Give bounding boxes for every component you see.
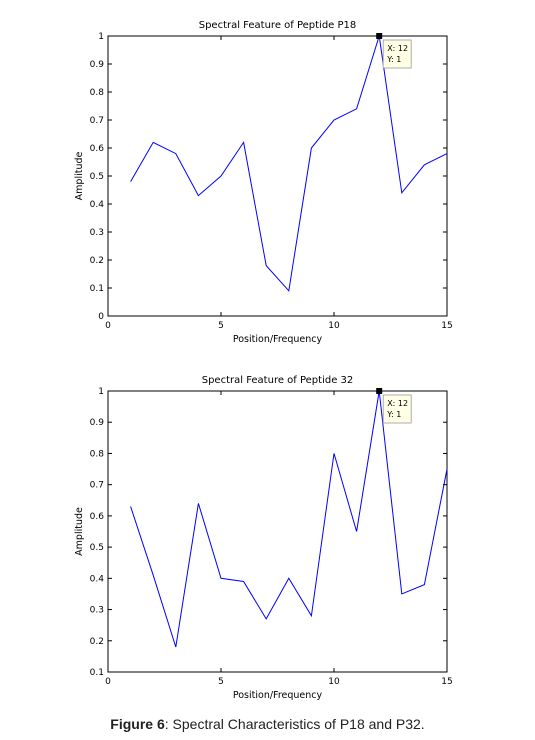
data-point [288,290,290,292]
datatip-x-text: X: 12 [387,44,408,53]
y-axis-label: Amplitude [74,152,85,201]
y-tick-label: 0.6 [90,512,105,522]
y-tick-label: 1 [98,32,104,42]
data-point [288,577,290,579]
x-tick-label: 0 [105,677,111,687]
y-tick-label: 0.8 [90,88,105,98]
y-tick-label: 0.1 [90,668,104,678]
y-tick-label: 1 [98,387,104,397]
y-tick-label: 0.5 [90,543,104,553]
chart-2: Spectral Feature of Peptide 32 0 5 10 15 0.1 0… [74,375,453,701]
data-point [197,502,199,504]
data-point [446,468,448,470]
y-tick-label: 0.7 [90,481,104,491]
data-point [220,577,222,579]
datatip-box [382,39,412,69]
y-tick-label: 0.4 [90,200,105,210]
data-point [152,574,154,576]
plot-area [107,35,448,317]
data-point [242,141,244,143]
x-tick-label: 10 [328,677,340,687]
x-tick-label: 10 [328,321,340,331]
y-tick-label: 0.5 [90,172,104,182]
chart-title: Spectral Feature of Peptide 32 [202,375,354,386]
y-tick-label: 0.3 [90,228,104,238]
chart-title: Spectral Feature of Peptide P18 [199,20,357,31]
y-tick-label: 0.4 [90,574,105,584]
data-point [220,175,222,177]
y-tick-label: 0.2 [90,637,104,647]
x-tick-label: 15 [441,321,452,331]
data-point [423,583,425,585]
x-tick-label: 5 [218,677,224,687]
data-point [423,164,425,166]
y-tick-label: 0.1 [90,284,104,294]
x-tick-label: 5 [218,321,224,331]
chart-1: Spectral Feature of Peptide P18 0 5 10 15 0 0.… [74,20,453,345]
datatip-y-text: Y: 1 [386,55,401,64]
datatip-y-text: Y: 1 [386,410,401,419]
y-tick-label: 0.3 [90,606,104,616]
data-point [265,264,267,266]
datatip-marker [376,33,383,39]
data-point [129,180,131,182]
data-point [197,194,199,196]
y-tick-label: 0 [98,312,104,322]
datatip-marker [376,388,383,394]
y-tick-label: 0.9 [90,60,105,70]
x-axis-label: Position/Frequency [233,690,323,701]
caption-label: Figure 6 [110,716,165,732]
data-point [310,147,312,149]
data-point [129,505,131,507]
data-point [265,618,267,620]
data-point [333,452,335,454]
data-point [310,615,312,617]
data-point [401,192,403,194]
data-point [355,530,357,532]
series-line [130,35,448,292]
plot-area [107,390,448,673]
data-point [446,152,448,154]
series-line [130,390,448,648]
y-tick-label: 0.6 [90,144,105,154]
y-tick-label: 0.7 [90,116,104,126]
data-point [355,108,357,110]
caption-text: : Spectral Characteristics of P18 and P3… [164,716,425,732]
data-point [175,646,177,648]
x-tick-label: 0 [105,321,111,331]
y-axis-label: Amplitude [74,507,85,556]
y-tick-label: 0.9 [90,418,105,428]
datatip-box [382,394,412,424]
x-axis-label: Position/Frequency [233,334,323,345]
data-point [152,141,154,143]
data-point [242,580,244,582]
y-tick-label: 0.8 [90,449,105,459]
x-tick-label: 15 [441,677,452,687]
data-point [175,152,177,154]
datatip-x-text: X: 12 [387,399,408,408]
data-point [401,593,403,595]
figure-caption: Figure 6: Spectral Characteristics of P1… [0,716,535,732]
data-point [333,119,335,121]
y-tick-label: 0.2 [90,256,104,266]
